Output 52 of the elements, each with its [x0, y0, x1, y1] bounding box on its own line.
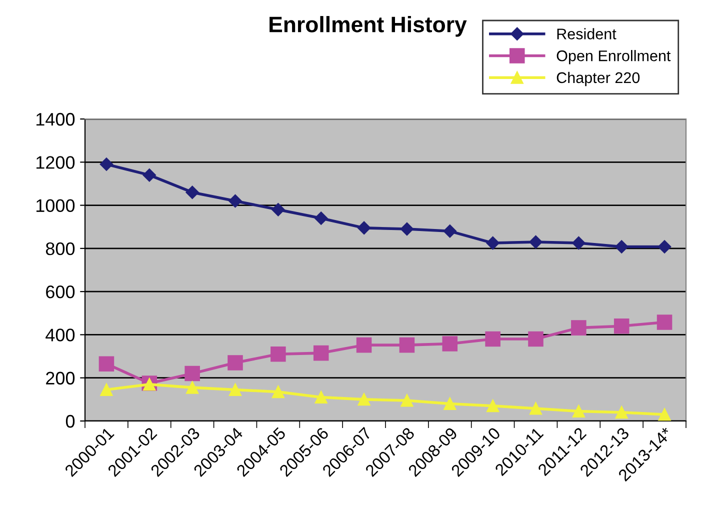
- point: [444, 397, 456, 410]
- point: [357, 221, 371, 235]
- point: [572, 236, 586, 250]
- y-tick-label: 600: [46, 286, 75, 298]
- point: [615, 240, 628, 254]
- point: [400, 394, 414, 407]
- y-tick-label: 1000: [36, 199, 75, 212]
- point: [571, 320, 586, 336]
- point: [184, 366, 200, 382]
- point: [186, 186, 199, 199]
- point: [400, 222, 414, 236]
- point: [314, 212, 328, 225]
- point: [572, 405, 585, 418]
- point: [272, 203, 285, 216]
- point: [530, 402, 542, 415]
- point: [356, 337, 372, 353]
- chart-title: Enrollment History: [270, 16, 467, 37]
- point: [443, 224, 456, 238]
- point: [186, 381, 199, 394]
- point: [615, 406, 628, 419]
- point: [100, 383, 113, 396]
- point: [529, 235, 542, 249]
- y-tick-label: 400: [46, 328, 75, 342]
- point: [314, 391, 328, 404]
- point: [100, 158, 114, 171]
- y-tick-label: 800: [46, 242, 75, 256]
- point: [228, 194, 242, 208]
- legend-label: Open Enrollment: [556, 50, 671, 64]
- y-tick-label: 1200: [36, 156, 75, 169]
- point: [486, 400, 500, 412]
- point: [486, 236, 500, 250]
- point: [228, 355, 243, 370]
- point: [656, 314, 672, 330]
- point: [399, 337, 415, 353]
- y-tick-label: 1400: [36, 112, 75, 126]
- point: [528, 331, 544, 347]
- y-tick-label: 0: [66, 414, 75, 428]
- point: [442, 336, 458, 352]
- point: [658, 408, 671, 421]
- point: [270, 346, 286, 362]
- point: [614, 318, 630, 334]
- point: [313, 345, 329, 361]
- point: [229, 383, 242, 396]
- point: [658, 240, 672, 254]
- y-tick-label: 200: [46, 372, 75, 385]
- point: [485, 331, 500, 347]
- legend-label: Resident: [557, 28, 616, 40]
- legend-label: Chapter 220: [556, 72, 640, 86]
- point: [98, 356, 114, 372]
- point: [358, 393, 370, 406]
- point: [272, 386, 284, 398]
- point: [142, 168, 156, 182]
